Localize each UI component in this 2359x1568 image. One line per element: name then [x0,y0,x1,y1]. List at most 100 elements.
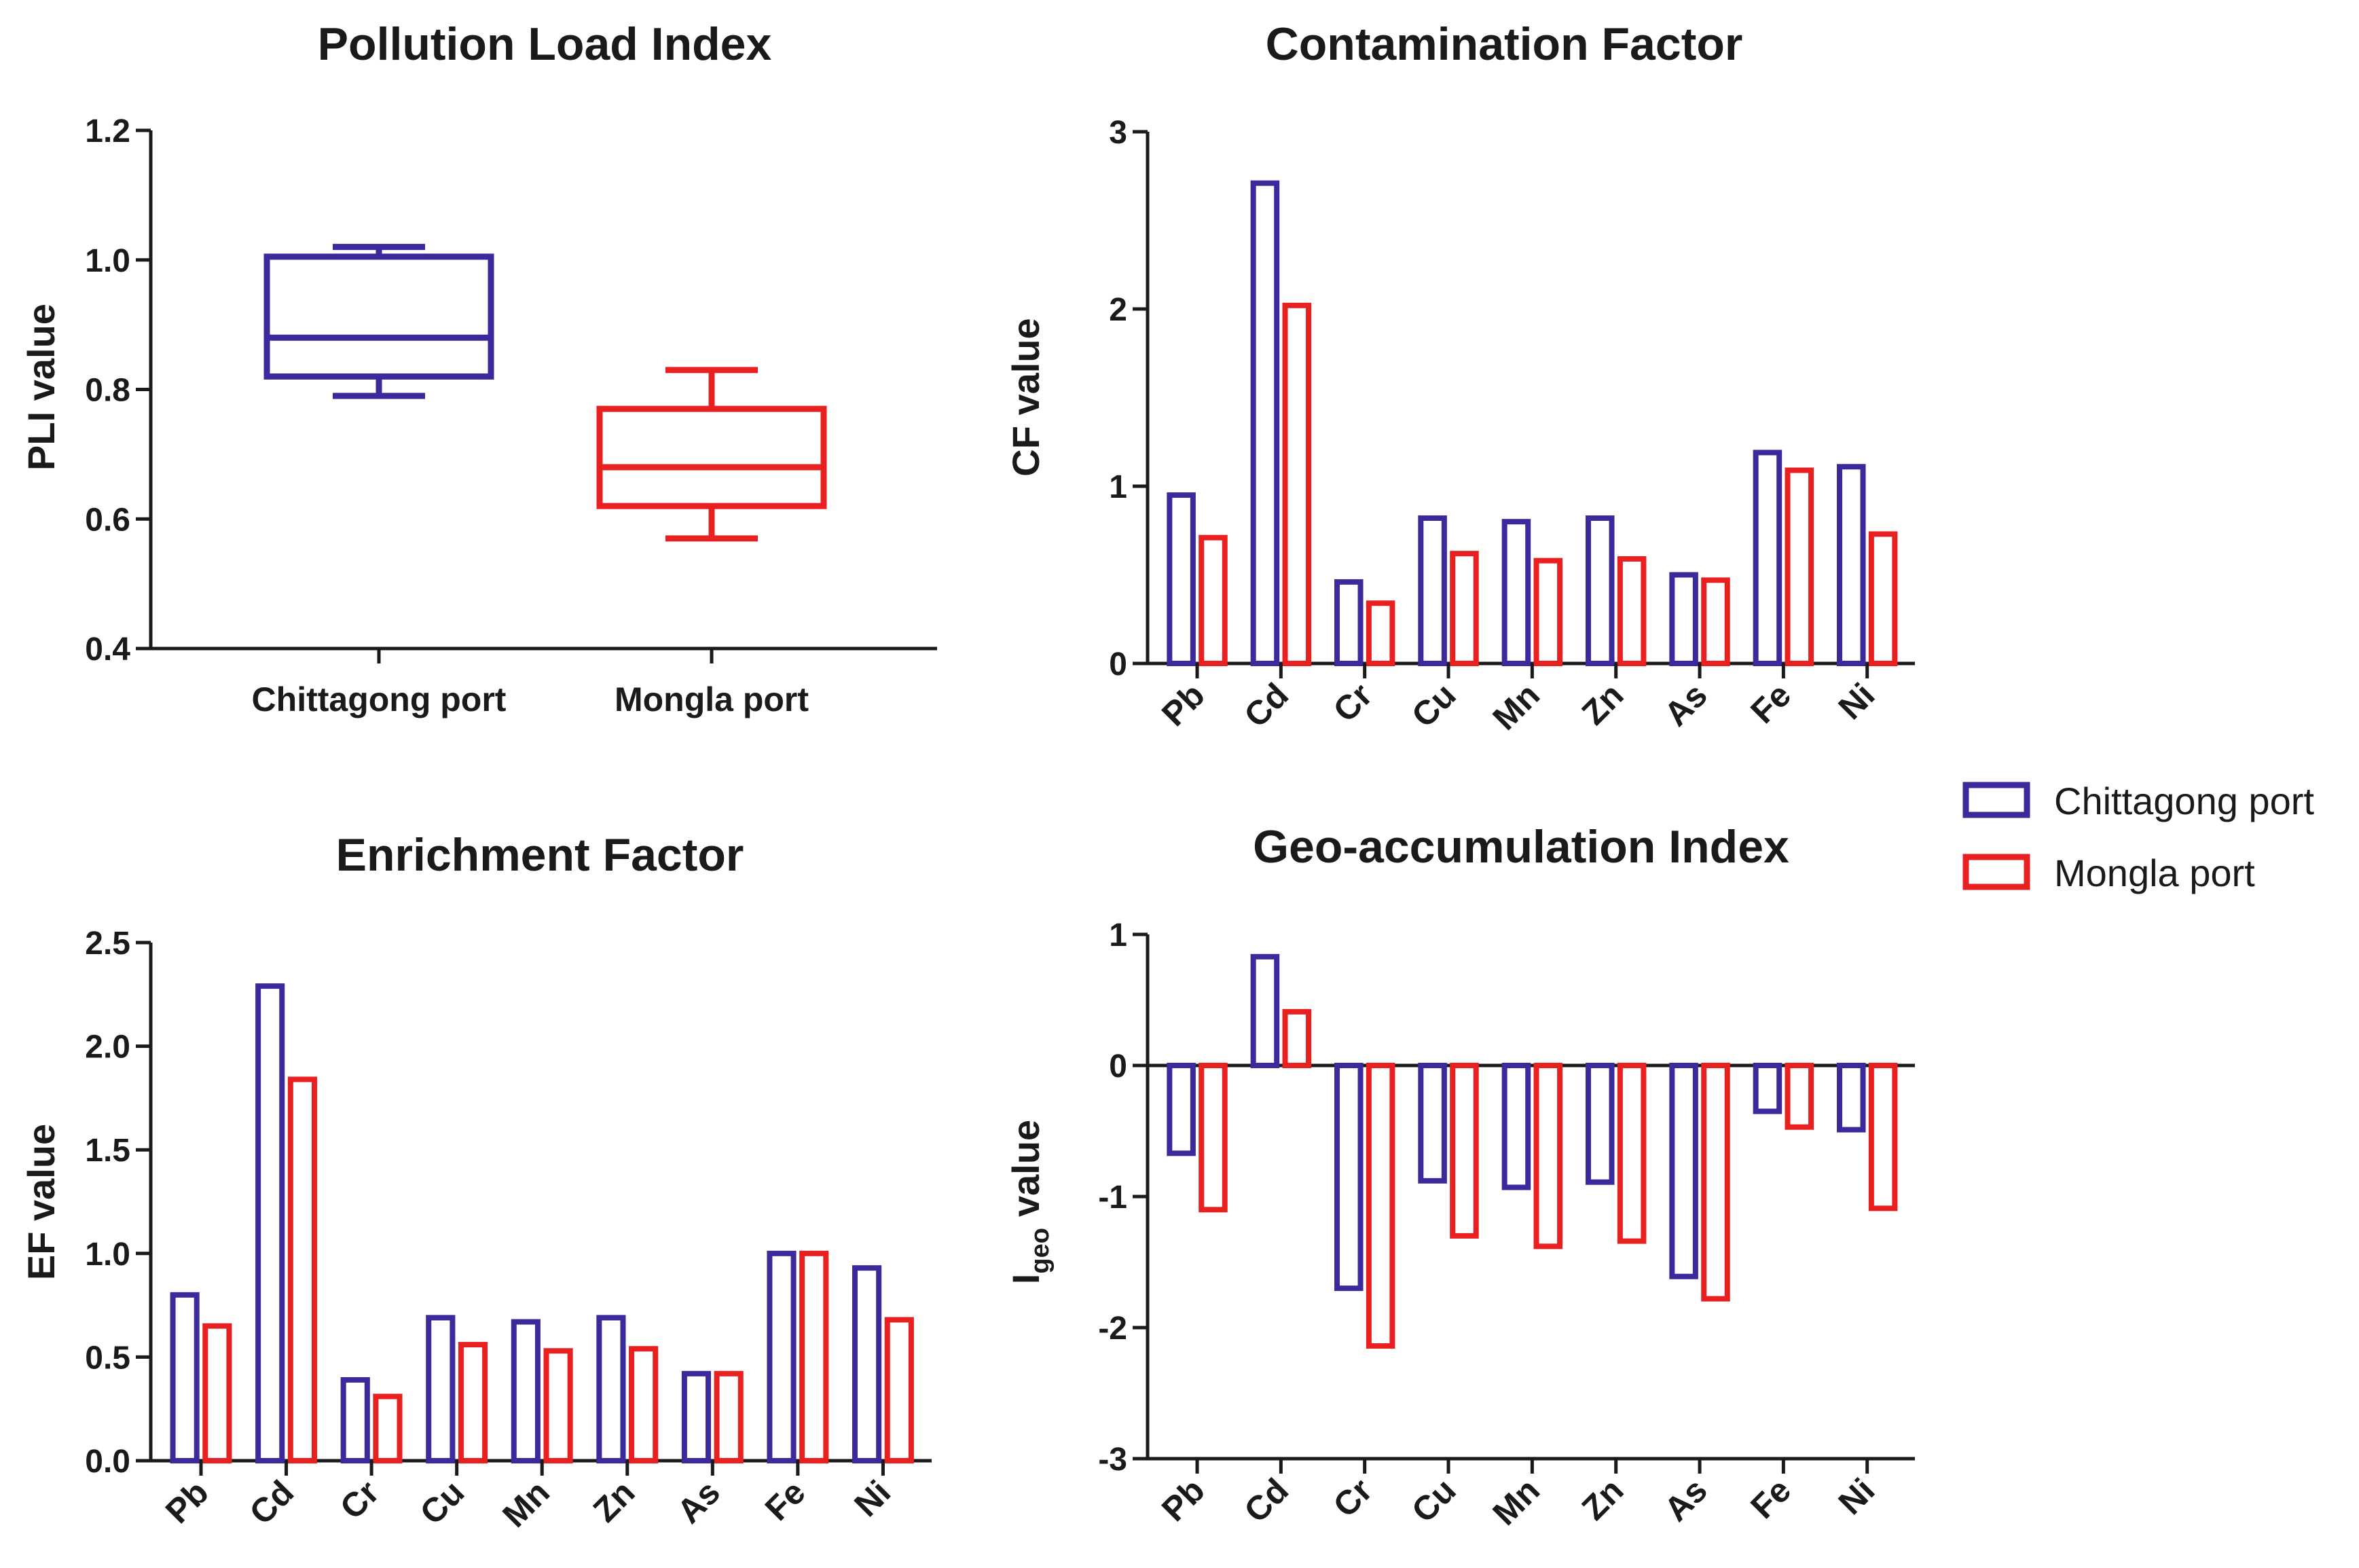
cf-bar [1250,180,1280,666]
legend: Chittagong port Mongla port [1962,780,2314,894]
igeo-y-tick-label: 0 [1109,1049,1127,1084]
cf-y-tick-label: 1 [1109,469,1127,505]
pli-y-tick-label: 0.4 [85,632,130,668]
cf-bar [1418,515,1447,666]
ef-y-tick-label: 2.5 [85,926,130,962]
igeo-y-tick-label: -1 [1098,1180,1127,1216]
ef-y-tick-label: 0.0 [85,1444,130,1480]
ef-bar [884,1317,914,1463]
cf-x-tick-label: Fe [1743,676,1798,731]
ef-panel: Enrichment Factor EF value 0.0 0.5 1.0 1.5 2… [20,829,932,1535]
cf-title: Contamination Factor [1266,18,1743,70]
ef-title: Enrichment Factor [336,829,744,881]
igeo-bar [1617,1063,1647,1244]
cf-bar [1753,450,1782,666]
igeo-x-tick-label: Zn [1575,1471,1631,1527]
cf-bar [1533,558,1563,666]
cf-bar [1701,577,1730,667]
cf-x-tick-label: Cr [1326,676,1380,729]
cf-bar [1785,467,1814,666]
igeo-y-tick-label: -2 [1098,1311,1127,1347]
igeo-y-label-rest: value [1004,1120,1047,1217]
ef-bar [426,1315,456,1463]
igeo-bar [1586,1063,1615,1185]
cf-bar [1366,600,1395,667]
ef-x-tick-label: Cr [333,1473,386,1527]
igeo-x-tick-label: Ni [1831,1471,1882,1522]
cf-x-tick-label: Ni [1831,676,1882,727]
igeo-bar [1282,1008,1312,1068]
ef-x-tick-label: Pb [158,1473,216,1531]
ef-bar [799,1250,829,1464]
cf-bar [1868,531,1898,666]
cf-bar [1586,515,1615,666]
legend-label-mongla: Mongla port [2054,852,2255,894]
cf-bar [1669,572,1698,666]
legend-label-chittagong: Chittagong port [2054,780,2314,822]
pli-y-tick-label: 0.6 [85,502,130,538]
igeo-bar [1418,1063,1447,1184]
cf-x-tick-label: Zn [1575,676,1631,732]
cf-x-tick-label: Mn [1485,676,1547,737]
ef-x-tick-label: Cu [413,1473,472,1532]
igeo-y-axis-label: Igeo value [1004,1120,1055,1284]
igeo-y-label-sub: geo [1026,1228,1055,1274]
igeo-bar [1199,1063,1228,1213]
ef-bar [596,1315,626,1463]
ef-bar [287,1076,317,1463]
pli-panel: Pollution Load Index PLI value 0.4 0.6 0.8… [20,18,937,718]
ef-y-tick-label: 0.5 [85,1340,130,1376]
igeo-bar [1334,1063,1364,1292]
cf-bar [1282,302,1312,666]
igeo-x-tick-label: Cu [1404,1471,1463,1530]
pli-box [263,253,494,380]
igeo-x-tick-label: Pb [1154,1471,1212,1529]
cf-bar [1199,534,1228,666]
cf-y-tick-label: 3 [1109,115,1127,151]
cf-x-tick-label: Cd [1237,676,1296,735]
ef-x-tick-label: Zn [586,1473,642,1529]
ef-y-axis-label: EF value [20,1124,62,1280]
pli-y-axis-label: PLI value [20,304,62,471]
cf-bar [1837,464,1866,666]
igeo-y-label-main: I [1004,1274,1047,1285]
igeo-x-tick-label: Mn [1485,1471,1547,1533]
igeo-bar [1753,1063,1782,1114]
igeo-bar [1533,1063,1563,1250]
cf-panel: Contamination Factor CF value 0 1 2 3 Pb Cd Cr… [1004,18,1915,737]
ef-bar [714,1370,744,1464]
ef-x-tick-label: Cd [242,1473,301,1532]
igeo-y-tick-label: 1 [1109,917,1127,953]
ef-bar [511,1319,541,1463]
cf-x-tick-label: Pb [1154,676,1212,733]
ef-y-tick-label: 2.0 [85,1029,130,1065]
ef-bar [373,1393,403,1463]
cf-bar [1450,551,1479,666]
igeo-bar [1837,1063,1866,1133]
ef-x-tick-label: Mn [495,1473,557,1535]
igeo-bar [1701,1063,1730,1302]
cf-bar [1334,579,1364,666]
cf-y-axis-label: CF value [1004,318,1047,476]
ef-bar [767,1250,797,1464]
igeo-bar [1250,953,1280,1069]
igeo-bar [1868,1063,1898,1211]
pli-x-tick-label: Chittagong port [252,680,507,718]
igeo-y-tick-label: -3 [1098,1442,1127,1478]
pli-y-tick-label: 1.0 [85,243,130,279]
ef-bar [543,1348,573,1464]
cf-y-tick-label: 0 [1109,646,1127,682]
pli-title: Pollution Load Index [318,18,772,70]
pli-y-tick-label: 0.8 [85,373,130,409]
igeo-x-tick-label: Cr [1326,1471,1380,1525]
igeo-bar [1366,1063,1395,1349]
legend-swatch-mongla [1962,854,2030,890]
cf-bar [1167,492,1196,666]
ef-x-tick-label: Ni [847,1473,898,1524]
ef-bar [340,1376,370,1464]
igeo-bar [1450,1063,1479,1239]
cf-bar [1501,519,1531,667]
ef-bar [852,1265,882,1463]
cf-y-tick-label: 2 [1109,292,1127,328]
